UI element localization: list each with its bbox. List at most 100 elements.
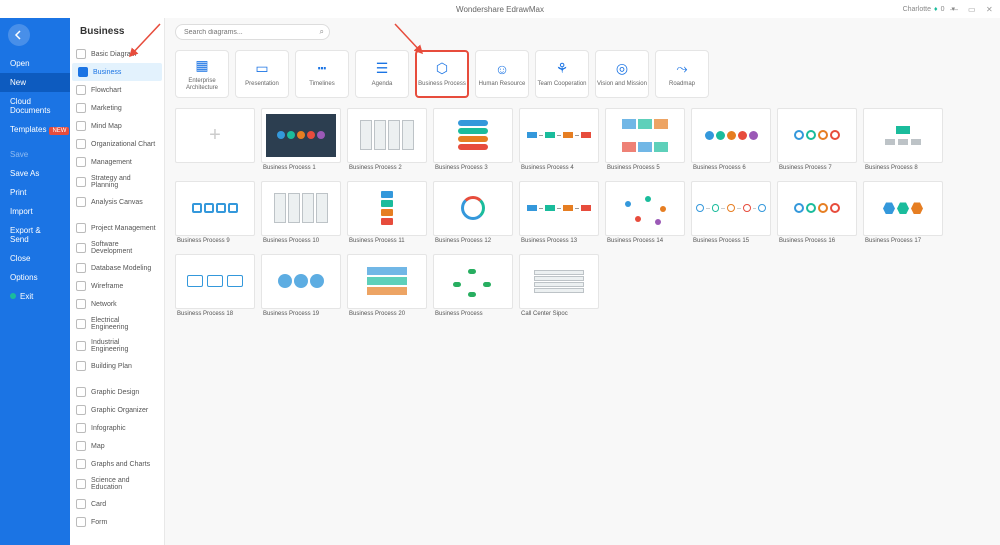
- type-agenda[interactable]: ☰Agenda: [355, 50, 409, 98]
- template-bp20[interactable]: Business Process 20: [347, 254, 427, 321]
- category-icon: [76, 177, 86, 187]
- template-bp18[interactable]: Business Process 18: [175, 254, 255, 321]
- template-bp15[interactable]: Business Process 15: [691, 181, 771, 248]
- category-form[interactable]: Form: [70, 513, 164, 531]
- sidebar-saveas[interactable]: Save As: [0, 164, 70, 183]
- close-icon[interactable]: ✕: [986, 5, 994, 13]
- template-thumb: [605, 181, 685, 236]
- category-icon: [76, 405, 86, 415]
- maximize-icon[interactable]: ▭: [968, 5, 976, 13]
- sidebar-cloud[interactable]: Cloud Documents: [0, 92, 70, 120]
- category-map[interactable]: Map: [70, 437, 164, 455]
- template-label: Business Process 8: [863, 163, 943, 175]
- plus-icon: +: [209, 124, 221, 147]
- category-ie[interactable]: Industrial Engineering: [70, 335, 164, 357]
- template-label: Business Process 9: [175, 236, 255, 248]
- template-bp8[interactable]: Business Process 8: [863, 108, 943, 175]
- category-icon: [76, 121, 86, 131]
- template-thumb: [347, 108, 427, 163]
- template-label: [175, 163, 255, 169]
- type-vm[interactable]: ◎Vision and Mission: [595, 50, 649, 98]
- category-sci[interactable]: Science and Education: [70, 473, 164, 495]
- sidebar-open[interactable]: Open: [0, 54, 70, 73]
- category-bp[interactable]: Building Plan: [70, 357, 164, 375]
- template-bp13[interactable]: Business Process 13: [519, 181, 599, 248]
- category-canvas[interactable]: Analysis Canvas: [70, 193, 164, 211]
- category-orgchart[interactable]: Organizational Chart: [70, 135, 164, 153]
- type-road[interactable]: ⤳Roadmap: [655, 50, 709, 98]
- category-go[interactable]: Graphic Organizer: [70, 401, 164, 419]
- template-bp17[interactable]: Business Process 17: [863, 181, 943, 248]
- time-icon: ┅: [318, 60, 326, 77]
- template-bp19[interactable]: Business Process 19: [261, 254, 341, 321]
- category-icon: [76, 459, 86, 469]
- template-thumb: [777, 181, 857, 236]
- template-thumb: [175, 181, 255, 236]
- sidebar-exit[interactable]: Exit: [0, 287, 70, 306]
- sidebar-options[interactable]: Options: [0, 268, 70, 287]
- template-bp7[interactable]: Business Process 7: [777, 108, 857, 175]
- sidebar-export[interactable]: Export & Send: [0, 221, 70, 249]
- template-label: Business Process 11: [347, 236, 427, 248]
- template-bp12[interactable]: Business Process 12: [433, 181, 513, 248]
- template-bp5[interactable]: Business Process 5: [605, 108, 685, 175]
- template-thumb: [691, 108, 771, 163]
- type-pres[interactable]: ▭Presentation: [235, 50, 289, 98]
- sidebar-close[interactable]: Close: [0, 249, 70, 268]
- sidebar-templates[interactable]: TemplatesNEW: [0, 120, 70, 139]
- search-box[interactable]: ⌕: [175, 24, 330, 40]
- hr-icon: ☺: [495, 61, 509, 77]
- template-bp9[interactable]: Business Process 9: [175, 181, 255, 248]
- user-info[interactable]: Charlotte ♦ 0 ▾: [903, 5, 955, 13]
- template-thumb: [433, 108, 513, 163]
- sidebar-print[interactable]: Print: [0, 183, 70, 202]
- category-info[interactable]: Infographic: [70, 419, 164, 437]
- templates-area: +Business Process 1Business Process 2Bus…: [165, 108, 1000, 545]
- template-bpx[interactable]: Business Process: [433, 254, 513, 321]
- template-new[interactable]: +: [175, 108, 255, 175]
- minimize-icon[interactable]: —: [950, 5, 958, 13]
- category-basic[interactable]: Basic Diagram: [70, 45, 164, 63]
- type-row: ▦Enterprise Architecture▭Presentation┅Ti…: [165, 46, 1000, 108]
- template-bp14[interactable]: Business Process 14: [605, 181, 685, 248]
- type-bproc[interactable]: ⬡Business Process: [415, 50, 469, 98]
- category-net[interactable]: Network: [70, 295, 164, 313]
- sidebar-import[interactable]: Import: [0, 202, 70, 221]
- search-input[interactable]: [184, 25, 311, 39]
- template-bp16[interactable]: Business Process 16: [777, 181, 857, 248]
- template-bp1[interactable]: Business Process 1: [261, 108, 341, 175]
- template-label: Business Process 1: [261, 163, 341, 175]
- type-time[interactable]: ┅Timelines: [295, 50, 349, 98]
- template-bp11[interactable]: Business Process 11: [347, 181, 427, 248]
- type-ea[interactable]: ▦Enterprise Architecture: [175, 50, 229, 98]
- category-wire[interactable]: Wireframe: [70, 277, 164, 295]
- category-gc[interactable]: Graphs and Charts: [70, 455, 164, 473]
- category-gd[interactable]: Graphic Design: [70, 383, 164, 401]
- search-icon[interactable]: ⌕: [320, 27, 324, 37]
- category-ee[interactable]: Electrical Engineering: [70, 313, 164, 335]
- category-flowchart[interactable]: Flowchart: [70, 81, 164, 99]
- pres-icon: ▭: [255, 60, 268, 77]
- template-bp2[interactable]: Business Process 2: [347, 108, 427, 175]
- category-icon: [76, 263, 86, 273]
- template-bp3[interactable]: Business Process 3: [433, 108, 513, 175]
- back-button[interactable]: [8, 24, 30, 46]
- category-icon: [76, 281, 86, 291]
- category-strategy[interactable]: Strategy and Planning: [70, 171, 164, 193]
- category-mindmap[interactable]: Mind Map: [70, 117, 164, 135]
- road-icon: ⤳: [676, 60, 687, 77]
- category-dbm[interactable]: Database Modeling: [70, 259, 164, 277]
- template-bp6[interactable]: Business Process 6: [691, 108, 771, 175]
- template-cc[interactable]: Call Center Sipoc: [519, 254, 599, 321]
- category-swdev[interactable]: Software Development: [70, 237, 164, 259]
- sidebar-new[interactable]: New: [0, 73, 70, 92]
- category-mgmt[interactable]: Management: [70, 153, 164, 171]
- category-card[interactable]: Card: [70, 495, 164, 513]
- category-business[interactable]: Business: [72, 63, 162, 81]
- type-team[interactable]: ⚘Team Cooperation: [535, 50, 589, 98]
- category-marketing[interactable]: Marketing: [70, 99, 164, 117]
- type-hr[interactable]: ☺Human Resource: [475, 50, 529, 98]
- template-bp10[interactable]: Business Process 10: [261, 181, 341, 248]
- template-bp4[interactable]: Business Process 4: [519, 108, 599, 175]
- category-pm[interactable]: Project Management: [70, 219, 164, 237]
